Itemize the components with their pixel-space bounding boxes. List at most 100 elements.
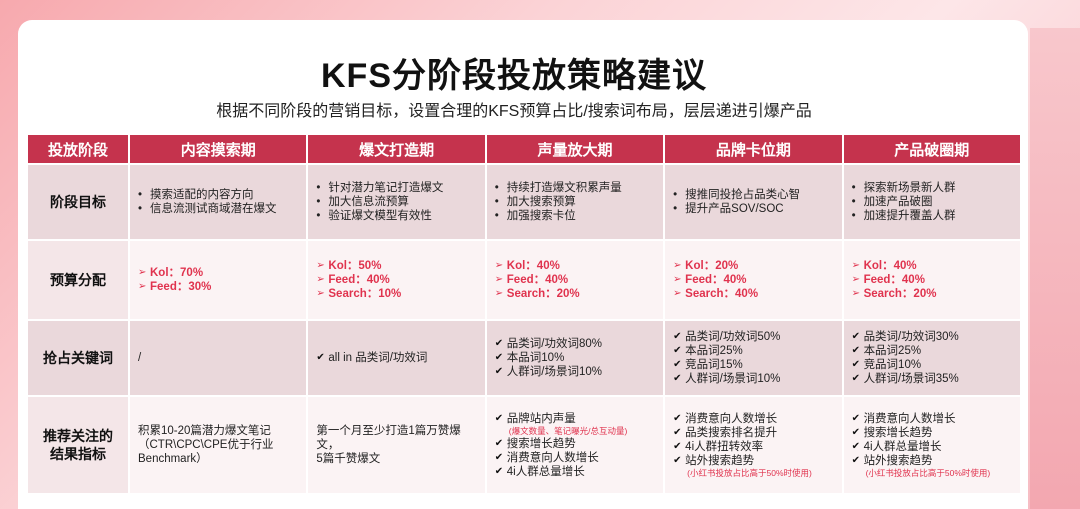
keywords-row: 抢占关键词 / all in 品类词/功效词 品类词/功效词80% 本品词10%… [28,321,1020,395]
list-item: 人群词/场景词10% [495,365,655,379]
goal-cell-5: 探索新场景新人群 加速产品破圈 加速提升覆盖人群 [843,165,1020,239]
budget-cell-5: Kol：40% Feed：40% Search：20% [843,241,1020,319]
list-item: 品类词/功效词30% [852,330,1012,344]
list-item: Kol：20% [673,259,833,273]
list-item: 加强搜索卡位 [495,209,655,223]
list-item: 加速提升覆盖人群 [852,209,1012,223]
budget-cell-4: Kol：20% Feed：40% Search：40% [665,241,842,319]
list-item: 验证爆文模型有效性 [316,209,476,223]
list-item: all in 品类词/功效词 [316,351,476,365]
list-item: 竞品词10% [852,358,1012,372]
list-item: 搜推同投抢占品类心智 [673,188,833,202]
metrics-note: (小红书投放占比高于50%时使用) [865,467,991,478]
page-subtitle: 根据不同阶段的营销目标，设置合理的KFS预算占比/搜索词布局，层层递进引爆产品 [216,103,812,120]
metrics-note: (小红书投放占比高于50%时使用) [687,467,812,478]
list-item: Search：40% [673,287,833,301]
list-item: Kol：70% [138,266,298,280]
list-item: 搜索增长趋势 [852,426,1012,440]
list-item: 消费意向人数增长 [852,412,1012,426]
metrics-row: 推荐关注的 结果指标 积累10-20篇潜力爆文笔记 （CTR\CPC\CPE优于… [28,397,1020,493]
list-item: 消费意向人数增长 [495,451,655,465]
list-item: 4i人群扭转效率 [673,440,833,454]
row-label-line: 结果指标 [50,446,106,462]
goal-cell-1: 摸索适配的内容方向 信息流测试商域潜在爆文 [130,165,307,239]
budget-cell-1: Kol：70% Feed：30% [130,241,307,319]
budget-row: 预算分配 Kol：70% Feed：30% Kol：50% Feed：40% S… [28,241,1020,319]
page-title: KFS分阶段投放策略建议 [321,57,707,95]
list-item: Kol：40% [852,259,1012,273]
list-item: Feed：40% [673,273,833,287]
list-item: 提升产品SOV/SOC [673,202,833,216]
metrics-cell-2: 第一个月至少打造1篇万赞爆文， 5篇千赞爆文 [308,397,485,493]
metrics-text: （CTR\CPC\CPE优于行业 [138,439,274,451]
list-item: Feed：40% [852,273,1012,287]
metrics-text: 第一个月至少打造1篇万赞爆文， [316,425,461,451]
list-item: 人群词/场景词10% [673,372,833,386]
list-item: Feed：30% [138,280,298,294]
keywords-cell-4: 品类词/功效词50% 本品词25% 竞品词15% 人群词/场景词10% [665,321,842,395]
list-item: Feed：40% [495,273,655,287]
keywords-cell-3: 品类词/功效词80% 本品词10% 人群词/场景词10% [486,321,664,395]
row-label-budget: 预算分配 [28,241,128,319]
goal-cell-3: 持续打造爆文积累声量 加大搜索预算 加强搜索卡位 [486,165,664,239]
list-item: 竞品词15% [673,358,833,372]
list-item: 加大搜索预算 [495,195,655,209]
row-label-metrics: 推荐关注的 结果指标 [28,397,128,493]
row-label-line: 推荐关注的 [43,428,113,444]
background-strip [1030,28,1080,509]
list-item: 站外搜索趋势 [852,454,1012,468]
metrics-cell-5: 消费意向人数增长 搜索增长趋势 4i人群总量增长 站外搜索趋势 (小红书投放占比… [843,397,1020,493]
metrics-note: (爆文数量、笔记曝光/总互动量) [508,425,628,436]
list-item: 品类搜索排名提升 [673,426,833,440]
metrics-text: Benchmark） [138,453,208,465]
metrics-cell-3: 品牌站内声量 (爆文数量、笔记曝光/总互动量) 搜索增长趋势 消费意向人数增长 … [486,397,664,493]
list-item: 信息流测试商域潜在爆文 [138,202,298,216]
header-row: 投放阶段 内容摸索期 爆文打造期 声量放大期 品牌卡位期 产品破圈期 [28,135,1020,163]
list-item: 摸索适配的内容方向 [138,188,298,202]
header-stage-4: 品牌卡位期 [665,135,842,163]
header-stage-5: 产品破圈期 [843,135,1020,163]
metrics-text: 积累10-20篇潜力爆文笔记 [138,425,271,437]
list-item: 品牌站内声量 [495,412,655,426]
list-item: Search：20% [852,287,1012,301]
list-item: 探索新场景新人群 [852,181,1012,195]
budget-cell-3: Kol：40% Feed：40% Search：20% [486,241,664,319]
goal-cell-4: 搜推同投抢占品类心智 提升产品SOV/SOC [665,165,842,239]
list-item: 人群词/场景词35% [852,372,1012,386]
list-item: 消费意向人数增长 [673,412,833,426]
metrics-cell-4: 消费意向人数增长 品类搜索排名提升 4i人群扭转效率 站外搜索趋势 (小红书投放… [665,397,842,493]
list-item: Search：20% [495,287,655,301]
list-item: 本品词25% [852,344,1012,358]
goal-cell-2: 针对潜力笔记打造爆文 加大信息流预算 验证爆文模型有效性 [308,165,485,239]
list-item: Kol：50% [316,259,476,273]
strategy-table: 投放阶段 内容摸索期 爆文打造期 声量放大期 品牌卡位期 产品破圈期 阶段目标 … [26,133,1022,495]
list-item: Search：10% [316,287,476,301]
list-item: 品类词/功效词80% [495,337,655,351]
list-item: 针对潜力笔记打造爆文 [316,181,476,195]
header-stage-3: 声量放大期 [486,135,664,163]
row-label-goal: 阶段目标 [28,165,128,239]
list-item: 品类词/功效词50% [673,330,833,344]
metrics-text: 5篇千赞爆文 [316,453,381,465]
row-label-keywords: 抢占关键词 [28,321,128,395]
header-stage-2: 爆文打造期 [308,135,485,163]
list-item: 4i人群总量增长 [852,440,1012,454]
keywords-cell-2: all in 品类词/功效词 [308,321,485,395]
keywords-cell-1: / [130,321,307,395]
list-item: 本品词10% [495,351,655,365]
list-item: 4i人群总量增长 [495,465,655,479]
list-item: Kol：40% [495,259,655,273]
keywords-cell-5: 品类词/功效词30% 本品词25% 竞品词10% 人群词/场景词35% [843,321,1020,395]
budget-cell-2: Kol：50% Feed：40% Search：10% [308,241,485,319]
list-item: 本品词25% [673,344,833,358]
list-item: 搜索增长趋势 [495,437,655,451]
metrics-cell-1: 积累10-20篇潜力爆文笔记 （CTR\CPC\CPE优于行业 Benchmar… [130,397,307,493]
header-stage-1: 内容摸索期 [130,135,307,163]
list-item: 加速产品破圈 [852,195,1012,209]
header-corner: 投放阶段 [28,135,128,163]
list-item: 加大信息流预算 [316,195,476,209]
list-item: Feed：40% [316,273,476,287]
list-item: 持续打造爆文积累声量 [495,181,655,195]
goal-row: 阶段目标 摸索适配的内容方向 信息流测试商域潜在爆文 针对潜力笔记打造爆文 加大… [28,165,1020,239]
list-item: 站外搜索趋势 [673,454,833,468]
